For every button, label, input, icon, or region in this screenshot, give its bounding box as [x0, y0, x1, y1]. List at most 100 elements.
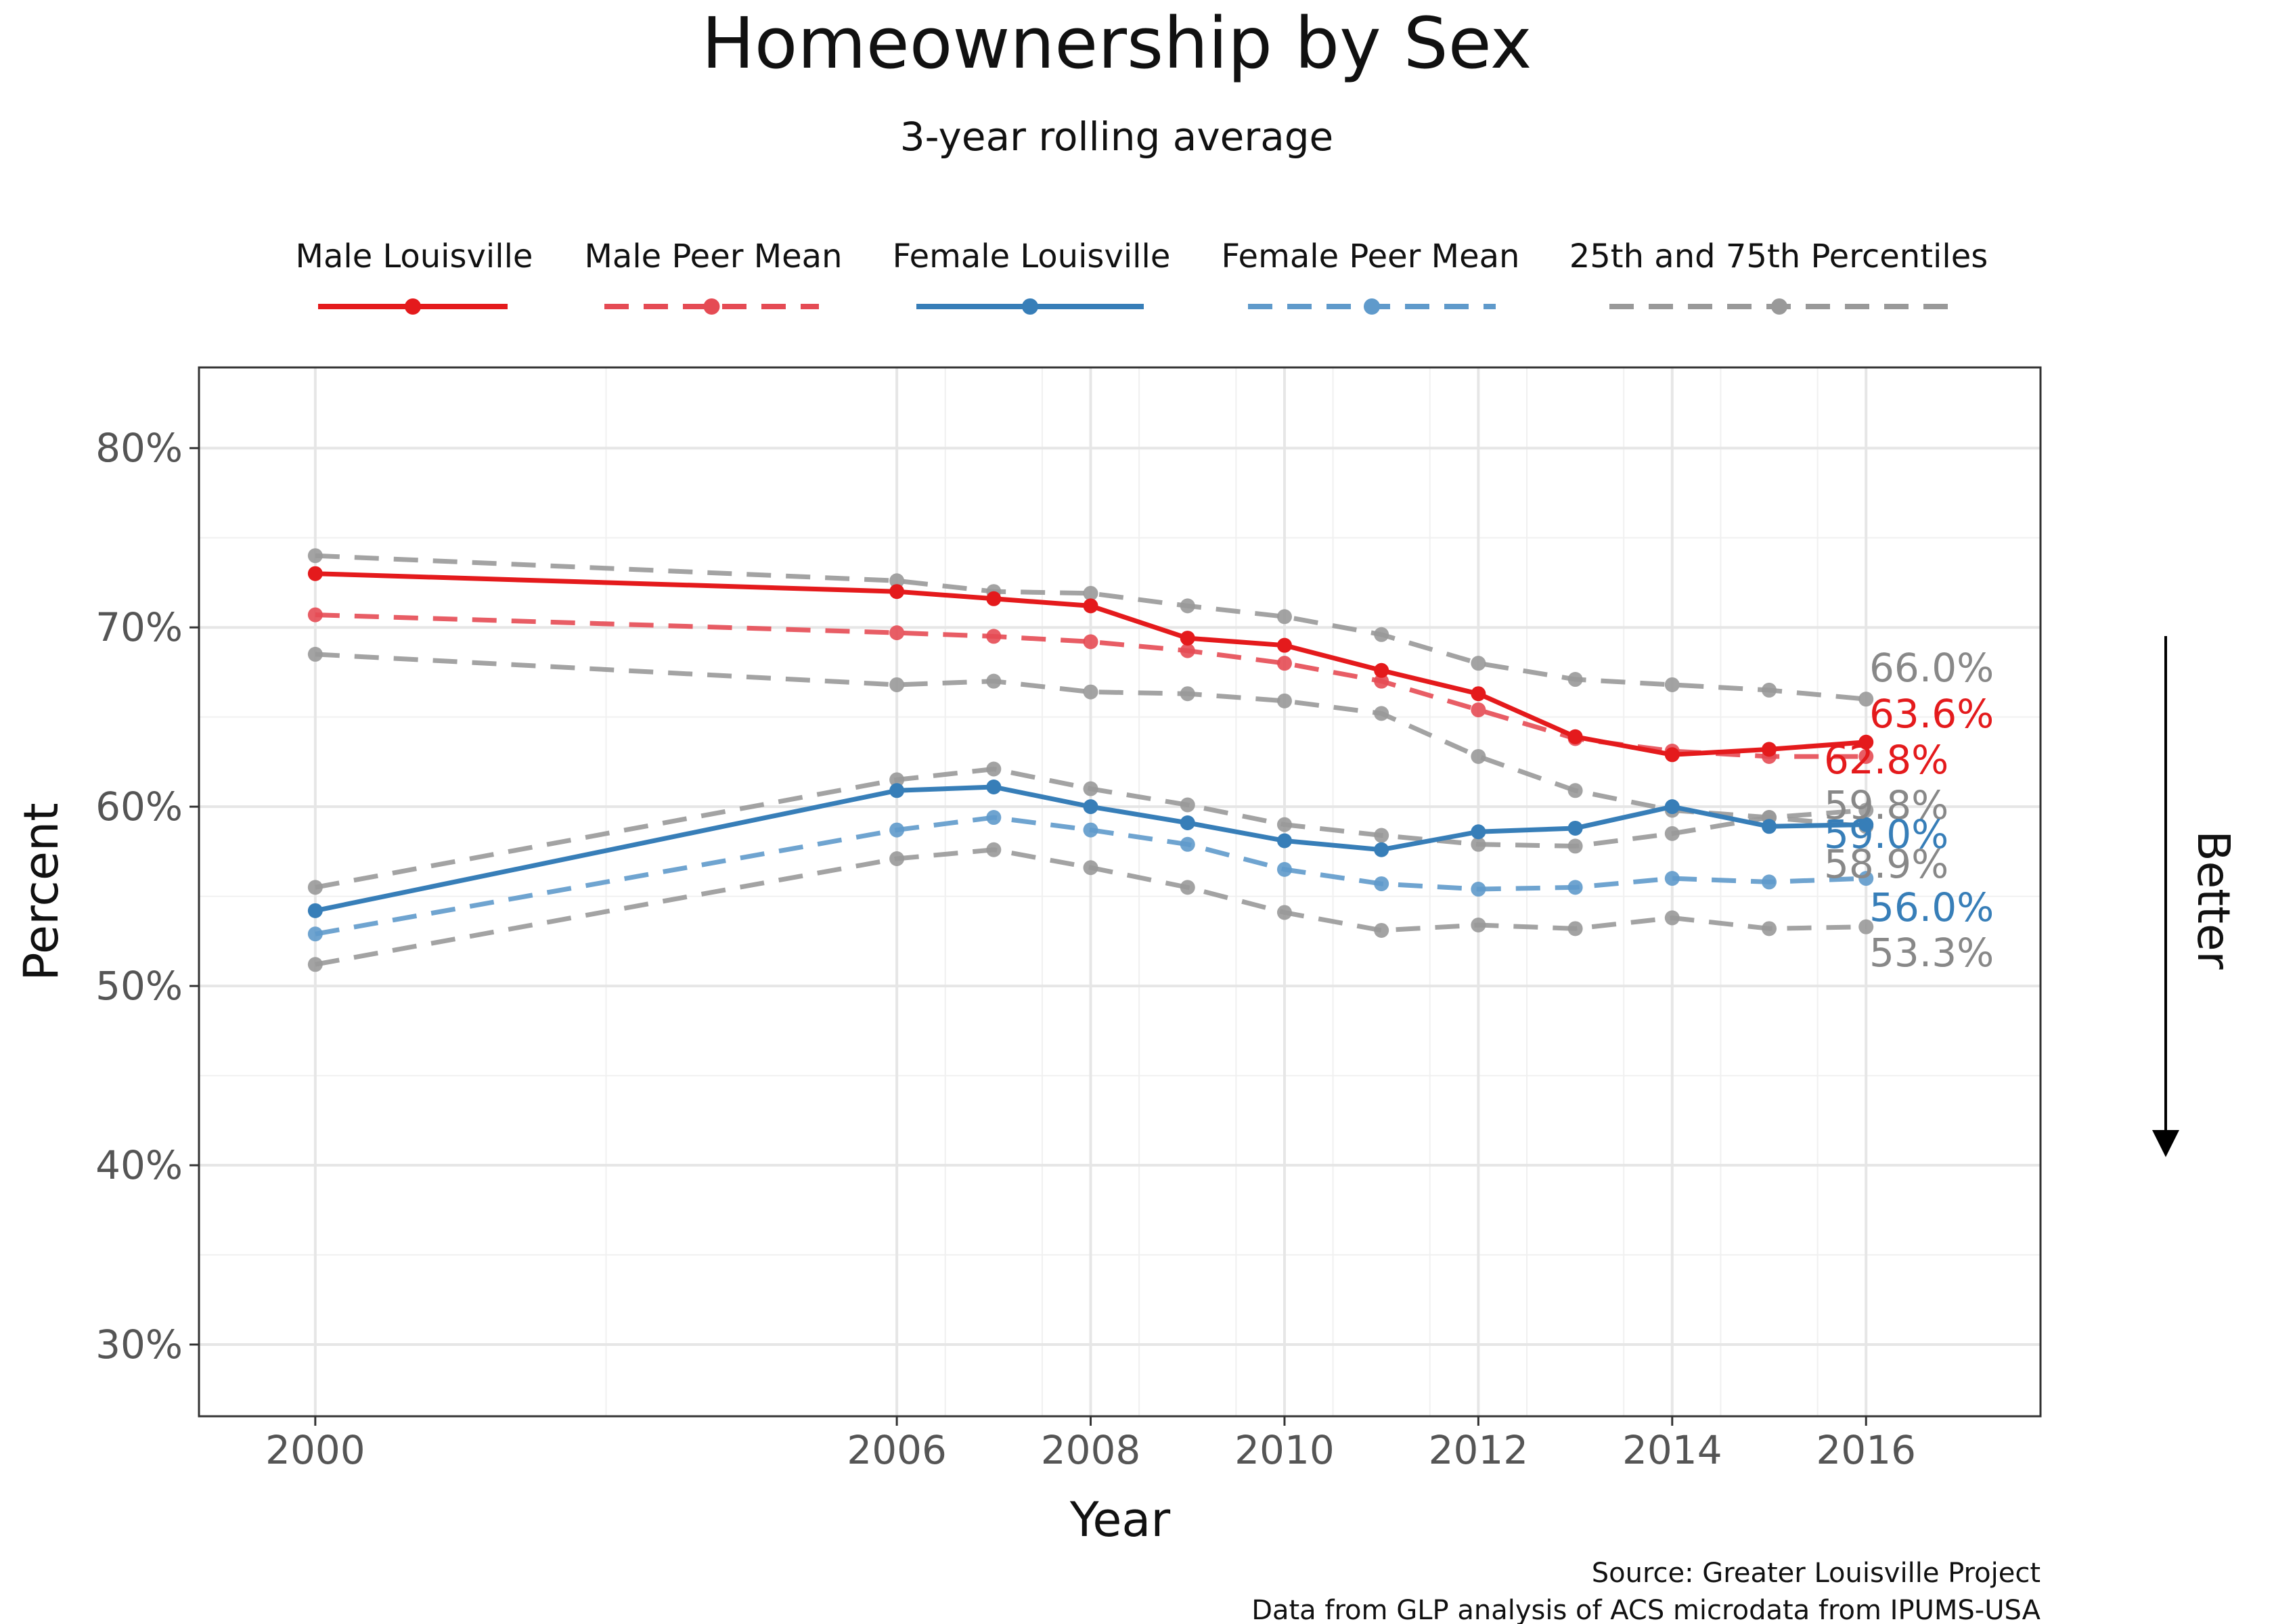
- point-female-peer: [1374, 876, 1389, 892]
- legend-key-point: [405, 298, 421, 315]
- series-line-female-peer: [315, 815, 1867, 937]
- series-female-lou: [307, 780, 1874, 918]
- point-female-lou: [1180, 815, 1195, 830]
- point-female-peer: [889, 822, 905, 838]
- point-female-lou: [1664, 799, 1680, 815]
- point-female-25: [1374, 922, 1389, 938]
- series-line-male-75: [315, 553, 1867, 702]
- point-male-peer: [307, 607, 323, 623]
- y-tick-label: 40%: [95, 1142, 183, 1188]
- series-line-female-25: [315, 847, 1867, 967]
- legend-item: Female Peer Mean: [1222, 238, 1519, 315]
- legend-key-point: [1771, 298, 1787, 315]
- y-axis-ticks: 30% 40% 50% 60% 70% 80%: [95, 425, 199, 1368]
- point-female-peer: [1180, 836, 1195, 852]
- point-female-25: [1762, 921, 1777, 937]
- point-male-25: [889, 677, 905, 692]
- caption-source: Source: Greater Louisville Project: [1592, 1558, 2041, 1589]
- x-tick-label: 2012: [1429, 1427, 1529, 1473]
- series-male-lou: [307, 566, 1874, 763]
- point-male-25: [1276, 693, 1292, 708]
- point-male-peer: [986, 629, 1002, 644]
- series-female-peer: [307, 810, 1874, 942]
- point-male-lou: [1762, 742, 1777, 757]
- point-female-lou: [1858, 817, 1874, 832]
- y-tick-label: 80%: [95, 425, 183, 471]
- point-male-75: [307, 548, 323, 564]
- point-female-75: [889, 772, 905, 788]
- grid: [199, 367, 2041, 1416]
- x-tick-label: 2016: [1816, 1427, 1916, 1473]
- y-tick-label: 60%: [95, 784, 183, 830]
- point-male-75: [1276, 609, 1292, 625]
- point-male-lou: [1567, 729, 1583, 744]
- point-female-75: [1567, 838, 1583, 854]
- point-female-lou: [1374, 842, 1389, 857]
- legend-item: Male Peer Mean: [584, 238, 843, 315]
- point-female-peer: [1858, 871, 1874, 886]
- point-female-lou: [307, 903, 323, 918]
- point-female-peer: [1567, 880, 1583, 895]
- end-label: 59.0%: [1824, 811, 1948, 857]
- legend-label: 25th and 75th Percentiles: [1569, 238, 1988, 275]
- point-female-lou: [1762, 819, 1777, 834]
- point-male-25: [1567, 783, 1583, 798]
- point-female-25: [1471, 918, 1486, 933]
- point-female-peer: [986, 810, 1002, 826]
- point-female-25: [986, 842, 1002, 857]
- point-male-75: [1083, 585, 1098, 601]
- point-male-peer: [1471, 702, 1486, 718]
- point-male-75: [1664, 677, 1680, 692]
- point-female-75: [307, 880, 323, 895]
- point-female-75: [1180, 797, 1195, 813]
- series-layer: [307, 548, 1874, 972]
- end-label: 58.9%: [1824, 841, 1948, 887]
- point-female-peer: [1664, 871, 1680, 886]
- point-male-25: [1374, 706, 1389, 721]
- point-male-peer: [1858, 748, 1874, 764]
- point-male-peer: [1276, 656, 1292, 671]
- better-annotation: Better: [2187, 830, 2239, 970]
- point-female-25: [889, 851, 905, 866]
- point-female-peer: [307, 926, 323, 942]
- legend-item: Female Louisville: [893, 238, 1171, 315]
- point-female-75: [1471, 836, 1486, 852]
- legend-key-point: [1022, 298, 1038, 315]
- point-male-lou: [1664, 747, 1680, 763]
- end-labels: 66.0%63.6%62.8%59.8%59.0%58.9%56.0%53.3%: [1824, 645, 1994, 976]
- x-axis-ticks: 2000 2006 2008 2010 2012 2014 2016: [265, 1416, 1916, 1473]
- legend-item: 25th and 75th Percentiles: [1569, 238, 1988, 315]
- point-male-25: [1083, 684, 1098, 700]
- legend: Male Louisville Male Peer Mean Female Loui…: [296, 238, 1988, 315]
- chart-subtitle: 3-year rolling average: [900, 114, 1334, 160]
- point-female-75: [1374, 828, 1389, 843]
- point-female-lou: [1276, 833, 1292, 849]
- point-male-25: [307, 646, 323, 662]
- legend-key-point: [1364, 298, 1380, 315]
- point-female-25: [1664, 910, 1680, 926]
- point-male-75: [1567, 672, 1583, 687]
- series-female-25: [307, 842, 1874, 972]
- legend-label: Female Louisville: [893, 238, 1171, 275]
- series-line-female-75: [315, 767, 1867, 890]
- point-male-75: [1374, 627, 1389, 642]
- end-label: 62.8%: [1824, 737, 1948, 783]
- point-female-75: [1276, 817, 1292, 832]
- point-female-75: [1664, 826, 1680, 841]
- point-male-25: [1471, 748, 1486, 764]
- point-male-75: [889, 573, 905, 589]
- point-male-lou: [986, 591, 1002, 606]
- point-male-peer: [1180, 643, 1195, 658]
- plot-panel: 66.0%63.6%62.8%59.8%59.0%58.9%56.0%53.3%: [198, 366, 2042, 1418]
- point-female-25: [1083, 860, 1098, 876]
- point-female-lou: [986, 780, 1002, 794]
- y-tick-label: 30%: [95, 1322, 183, 1368]
- end-label: 59.8%: [1824, 782, 1948, 828]
- point-female-peer: [1471, 882, 1486, 897]
- x-tick-label: 2000: [265, 1427, 365, 1473]
- point-female-75: [986, 761, 1002, 777]
- point-male-75: [1762, 682, 1777, 698]
- series-line-male-lou: [315, 571, 1867, 757]
- point-male-lou: [889, 584, 905, 600]
